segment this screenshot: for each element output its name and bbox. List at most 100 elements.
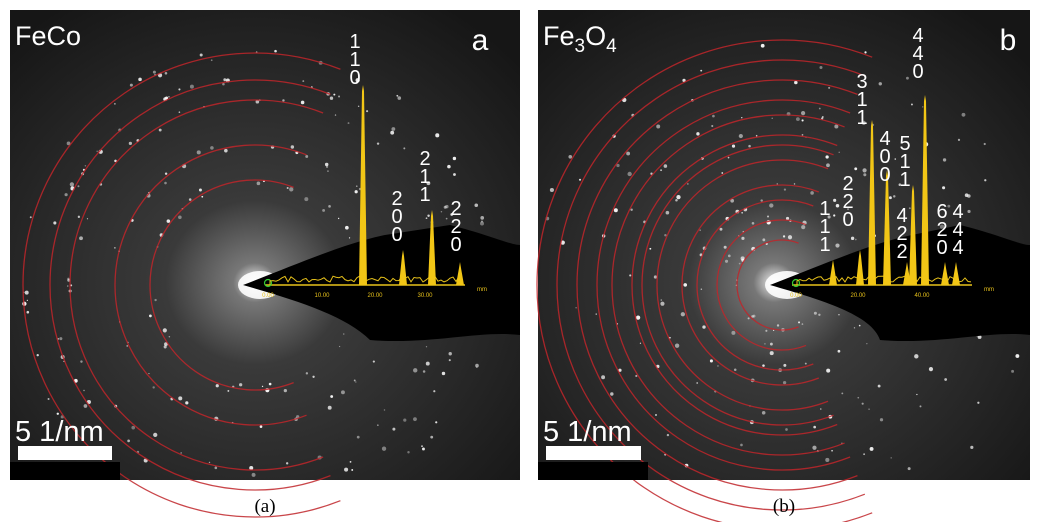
spot — [209, 462, 210, 463]
spot — [252, 473, 256, 477]
spot — [794, 81, 798, 85]
spot — [629, 274, 631, 276]
spot — [449, 359, 451, 361]
spot — [958, 139, 960, 141]
spot — [550, 188, 554, 192]
spot — [929, 367, 933, 371]
spot — [435, 133, 439, 137]
spot — [474, 203, 478, 207]
spot — [863, 453, 865, 455]
spot — [675, 343, 679, 347]
spot — [190, 85, 194, 89]
spot — [131, 426, 135, 430]
label-part: O — [585, 21, 606, 51]
spot — [286, 462, 288, 464]
spot — [345, 226, 349, 230]
spot — [441, 211, 442, 212]
spot — [422, 448, 425, 451]
spot — [306, 372, 308, 374]
spot — [739, 263, 741, 265]
spot — [906, 77, 909, 80]
spot — [724, 246, 727, 249]
spot — [84, 404, 88, 408]
miller-index: 4 — [952, 237, 963, 259]
panel-letter: b — [1000, 24, 1017, 57]
spot — [178, 215, 182, 219]
spot — [748, 317, 750, 319]
spot — [752, 222, 755, 225]
spot — [70, 182, 74, 186]
spot — [870, 447, 874, 451]
spot — [889, 196, 892, 199]
spot — [783, 364, 786, 367]
spot — [777, 183, 778, 184]
axis-tick-label: 0.00 — [790, 293, 802, 299]
spot — [596, 313, 597, 314]
spot — [601, 375, 605, 379]
spot — [762, 411, 766, 415]
spot — [761, 44, 765, 48]
spot — [777, 324, 779, 326]
spot — [65, 193, 68, 196]
spot — [153, 71, 156, 74]
spot — [77, 185, 79, 187]
spot — [984, 179, 986, 181]
spot — [649, 248, 651, 250]
spot — [407, 451, 409, 453]
spot — [922, 106, 923, 107]
axis-tick-label: 20.00 — [850, 293, 866, 299]
spot — [335, 114, 336, 115]
spot — [328, 406, 332, 410]
spot — [327, 170, 329, 172]
spot — [257, 182, 261, 186]
panel-label: FeCo — [15, 21, 81, 51]
spot — [813, 426, 816, 429]
spot — [825, 155, 828, 158]
subscript: 3 — [575, 36, 586, 57]
spot — [731, 331, 735, 335]
spot — [413, 417, 417, 421]
spot — [325, 163, 328, 166]
spot — [717, 365, 718, 366]
spot — [129, 142, 132, 145]
spot — [185, 401, 188, 404]
spot — [351, 469, 353, 471]
spot — [630, 209, 632, 211]
miller-index: 1 — [419, 184, 430, 206]
spot — [711, 125, 713, 127]
spot — [403, 419, 406, 422]
spot — [301, 101, 305, 105]
spot — [868, 408, 869, 409]
spot — [891, 457, 892, 458]
caption: (b) — [773, 496, 795, 517]
axis-tick-label: 30.00 — [417, 293, 433, 299]
spot — [725, 260, 728, 263]
caption: (a) — [254, 496, 275, 517]
spot — [57, 413, 59, 415]
spot — [701, 289, 702, 290]
spot — [801, 225, 805, 229]
spot — [168, 96, 169, 97]
spot — [339, 346, 340, 347]
spot — [734, 368, 737, 371]
spot — [579, 179, 581, 181]
miller-index: 1 — [819, 234, 830, 256]
spot — [796, 117, 800, 121]
spot — [627, 172, 631, 176]
spot — [354, 380, 356, 382]
spot — [710, 359, 713, 362]
spot — [878, 385, 881, 388]
spot — [699, 229, 700, 230]
spot — [801, 111, 805, 115]
spot — [819, 108, 821, 110]
spot — [216, 384, 219, 387]
spot — [291, 145, 294, 148]
spot — [37, 354, 39, 356]
spot — [833, 199, 836, 202]
spot — [835, 243, 839, 247]
spot — [289, 187, 293, 191]
spot — [943, 158, 946, 161]
spot — [826, 163, 830, 167]
spot — [200, 53, 203, 56]
spot — [831, 450, 833, 452]
